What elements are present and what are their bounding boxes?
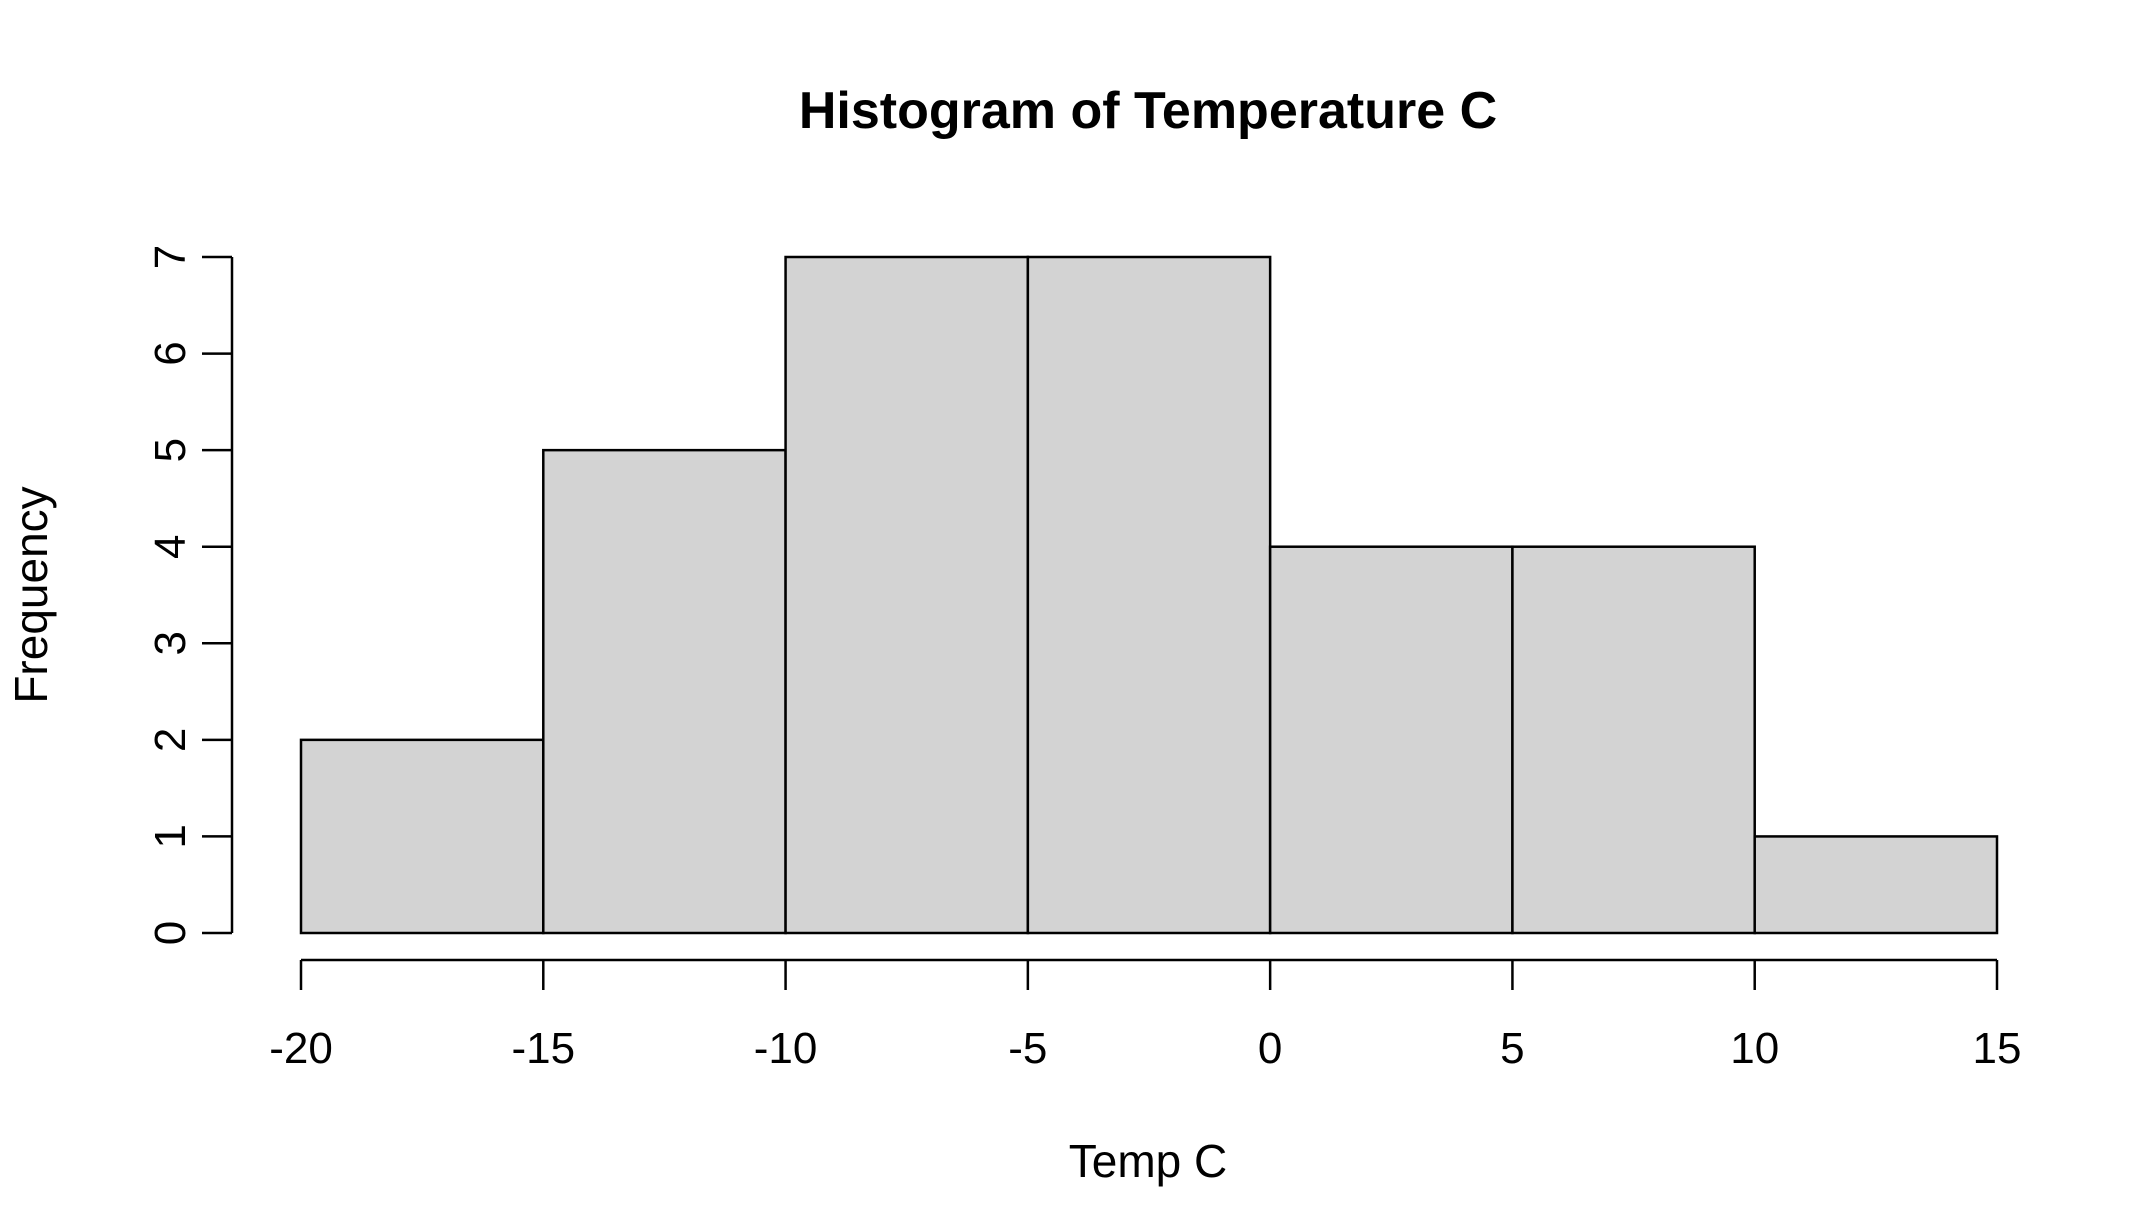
y-axis: 0 1 2 3 4 5 6 7 — [146, 245, 234, 945]
y-tick-label: 2 — [146, 728, 195, 752]
histogram-bar — [542, 448, 787, 935]
chart-title: Histogram of Temperature C — [799, 82, 1497, 140]
histogram-bar — [1026, 255, 1272, 935]
histogram-bar — [784, 255, 1030, 935]
x-axis: -20 -15 -10 -5 0 5 10 15 — [269, 958, 2022, 1073]
y-tick-label: 3 — [146, 631, 195, 655]
y-tick-label: 5 — [146, 438, 195, 462]
x-tick-label: -5 — [1008, 1024, 1047, 1073]
histogram-bar — [1268, 545, 1514, 935]
histogram-bar — [1753, 835, 1999, 935]
y-tick-label: 0 — [146, 921, 195, 945]
x-axis-label: Temp C — [1069, 1135, 1227, 1187]
x-tick-label: 0 — [1258, 1024, 1282, 1073]
x-tick-label: 10 — [1730, 1024, 1779, 1073]
y-tick-label: 1 — [146, 824, 195, 848]
histogram-bar — [1511, 545, 1756, 935]
x-tick-label: -20 — [269, 1024, 333, 1073]
x-tick-label: 15 — [1973, 1024, 2022, 1073]
x-tick-label: 5 — [1500, 1024, 1524, 1073]
histogram-bar — [299, 738, 545, 935]
x-tick-label: -10 — [754, 1024, 818, 1073]
y-tick-label: 6 — [146, 341, 195, 365]
y-tick-label: 4 — [146, 534, 195, 558]
y-axis-label: Frequency — [5, 486, 57, 703]
y-tick-label: 7 — [146, 245, 195, 269]
histogram-bars — [299, 255, 1999, 935]
x-tick-label: -15 — [511, 1024, 575, 1073]
